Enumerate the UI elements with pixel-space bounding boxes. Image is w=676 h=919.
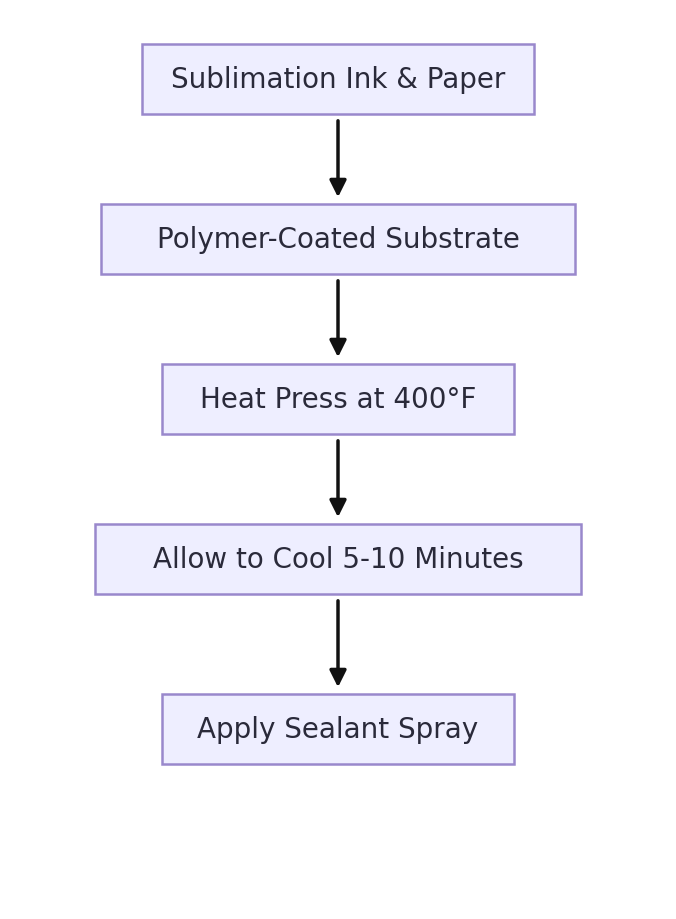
FancyBboxPatch shape xyxy=(95,525,581,595)
FancyBboxPatch shape xyxy=(101,205,575,275)
Text: Allow to Cool 5-10 Minutes: Allow to Cool 5-10 Minutes xyxy=(153,545,523,573)
Text: Heat Press at 400°F: Heat Press at 400°F xyxy=(200,386,476,414)
Text: Polymer-Coated Substrate: Polymer-Coated Substrate xyxy=(157,226,519,254)
FancyBboxPatch shape xyxy=(162,694,514,765)
Text: Sublimation Ink & Paper: Sublimation Ink & Paper xyxy=(171,66,505,94)
FancyBboxPatch shape xyxy=(162,365,514,435)
Text: Apply Sealant Spray: Apply Sealant Spray xyxy=(197,715,479,743)
FancyBboxPatch shape xyxy=(142,45,534,115)
